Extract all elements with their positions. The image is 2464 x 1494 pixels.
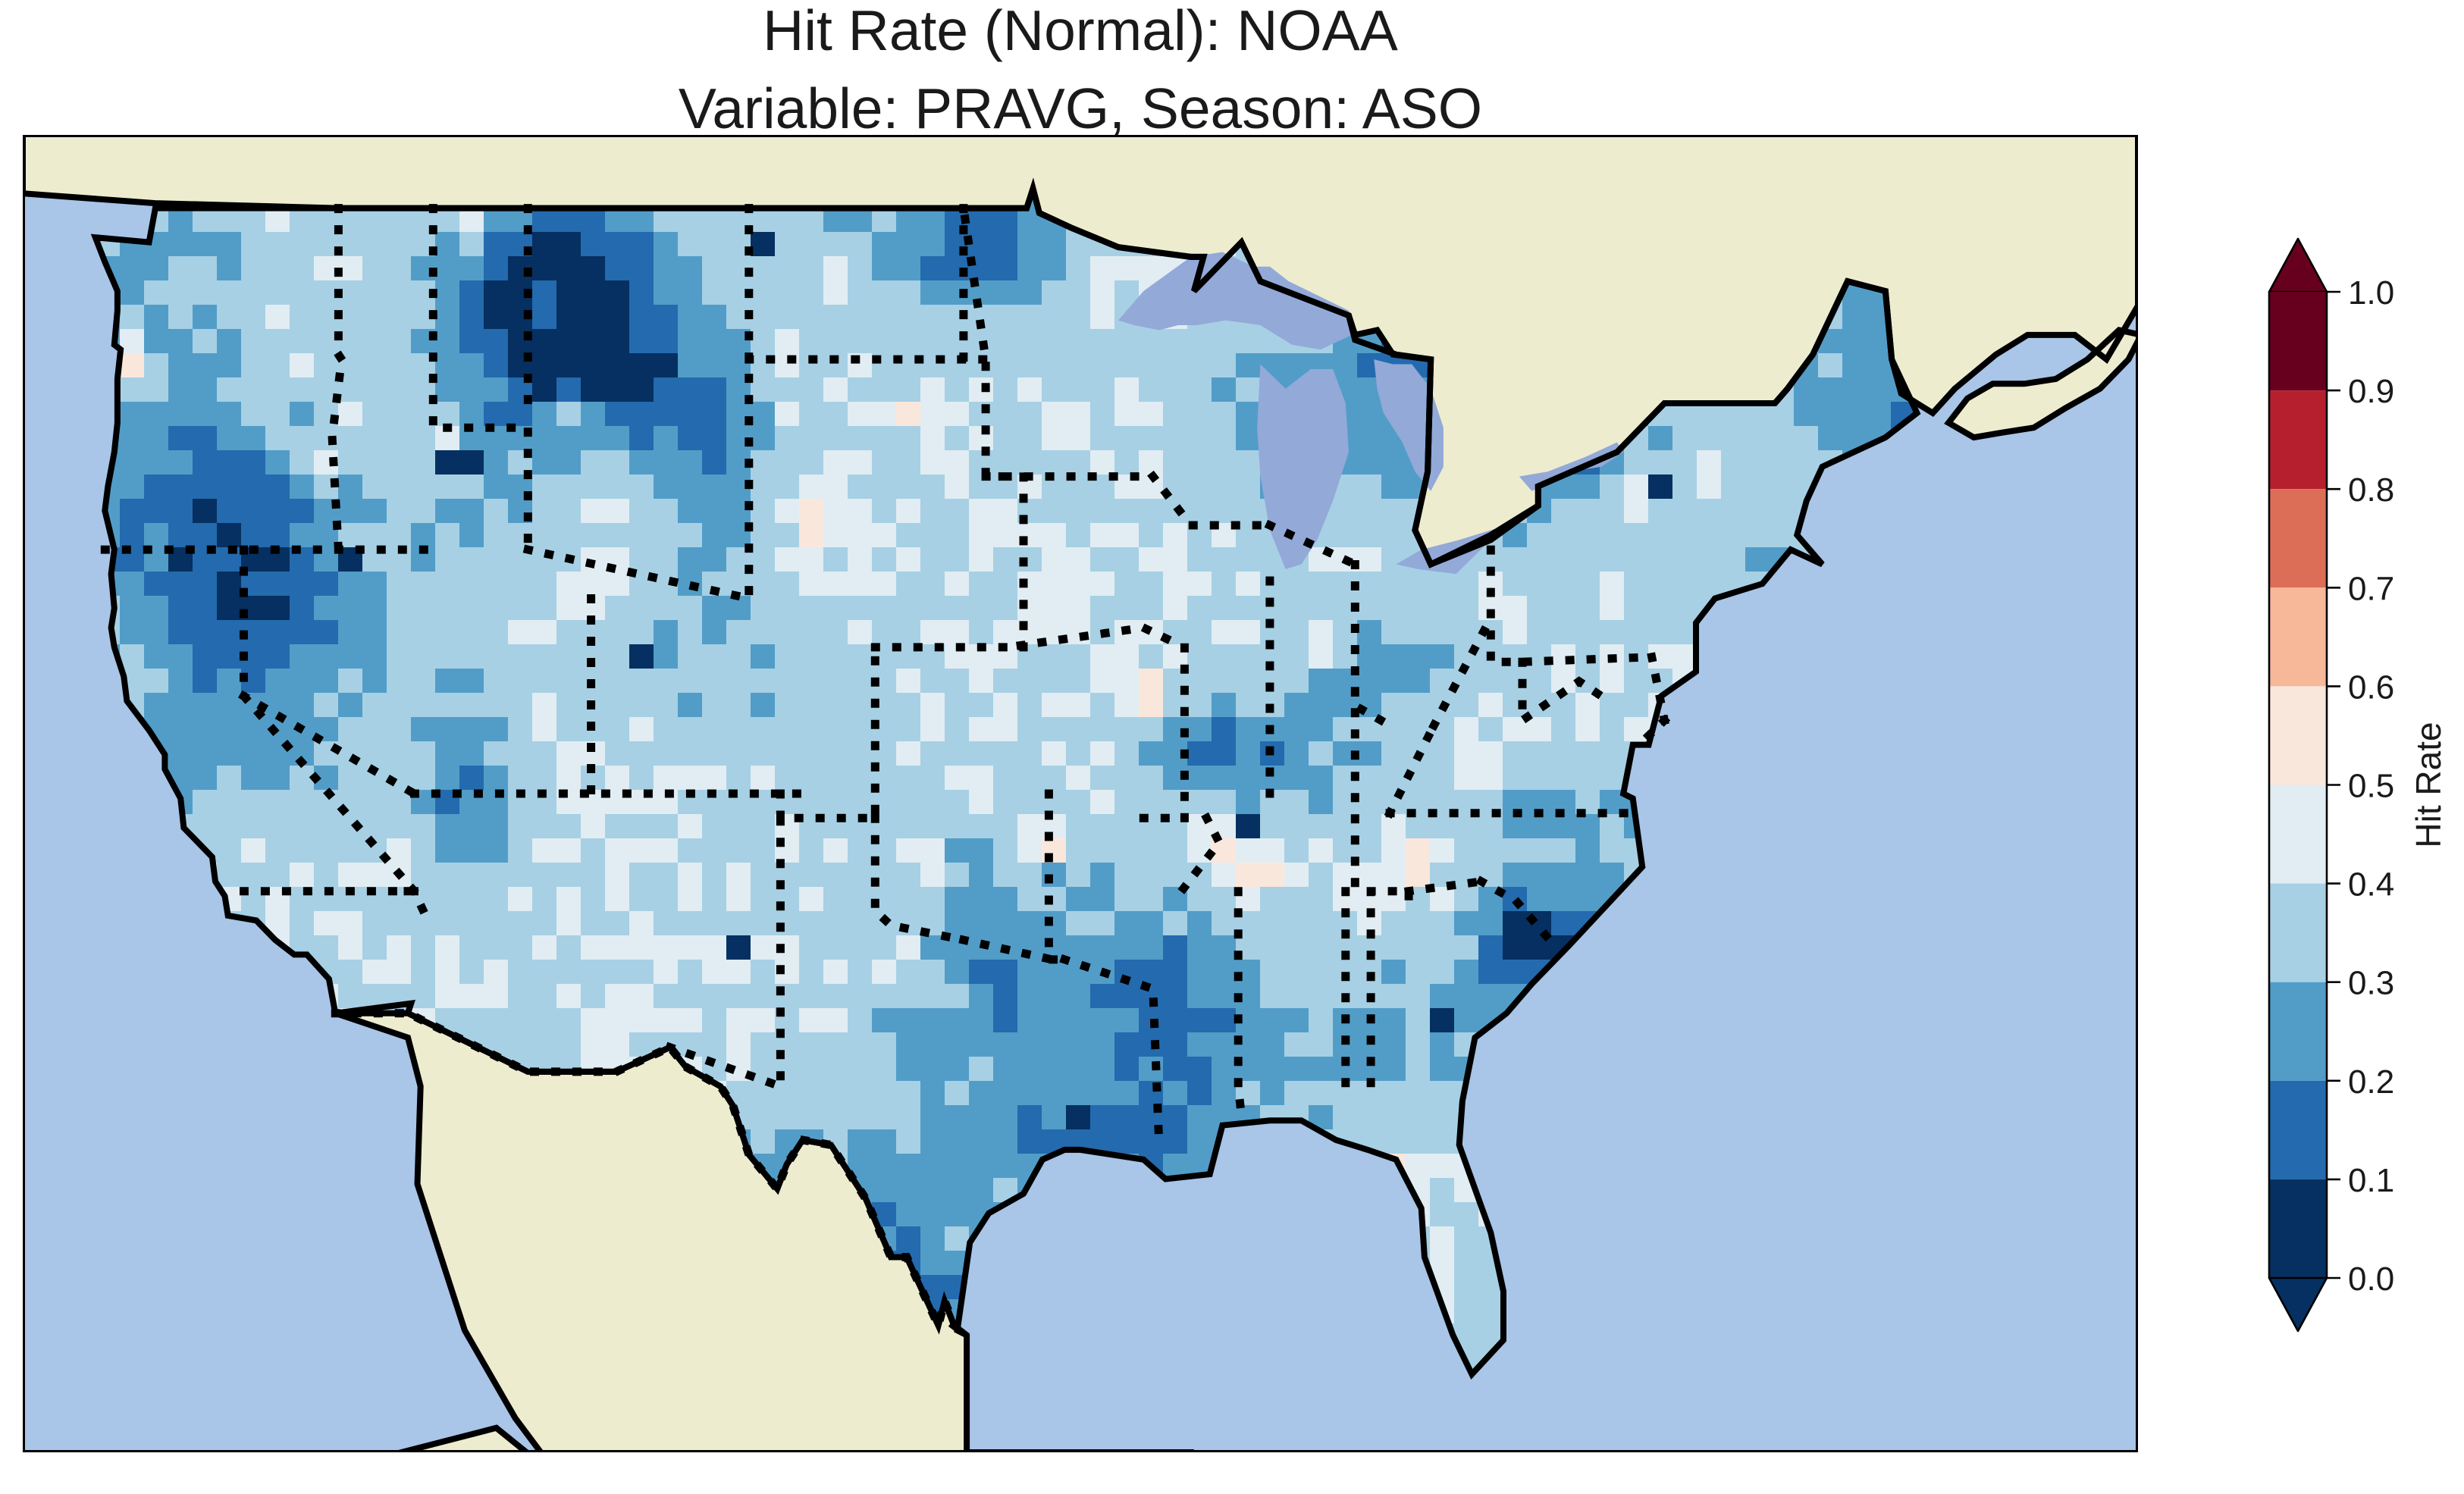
svg-text:0.6: 0.6 xyxy=(2348,669,2394,706)
svg-text:Hit Rate: Hit Rate xyxy=(2409,722,2448,847)
svg-text:0.5: 0.5 xyxy=(2348,768,2394,805)
svg-text:0.3: 0.3 xyxy=(2348,965,2394,1002)
svg-text:0.8: 0.8 xyxy=(2348,471,2394,509)
svg-text:0.4: 0.4 xyxy=(2348,866,2394,904)
svg-text:0.0: 0.0 xyxy=(2348,1261,2394,1298)
svg-text:0.9: 0.9 xyxy=(2348,373,2394,410)
svg-text:0.1: 0.1 xyxy=(2348,1162,2394,1199)
svg-text:0.7: 0.7 xyxy=(2348,570,2394,607)
svg-text:0.2: 0.2 xyxy=(2348,1063,2394,1101)
svg-text:1.0: 1.0 xyxy=(2348,274,2394,312)
